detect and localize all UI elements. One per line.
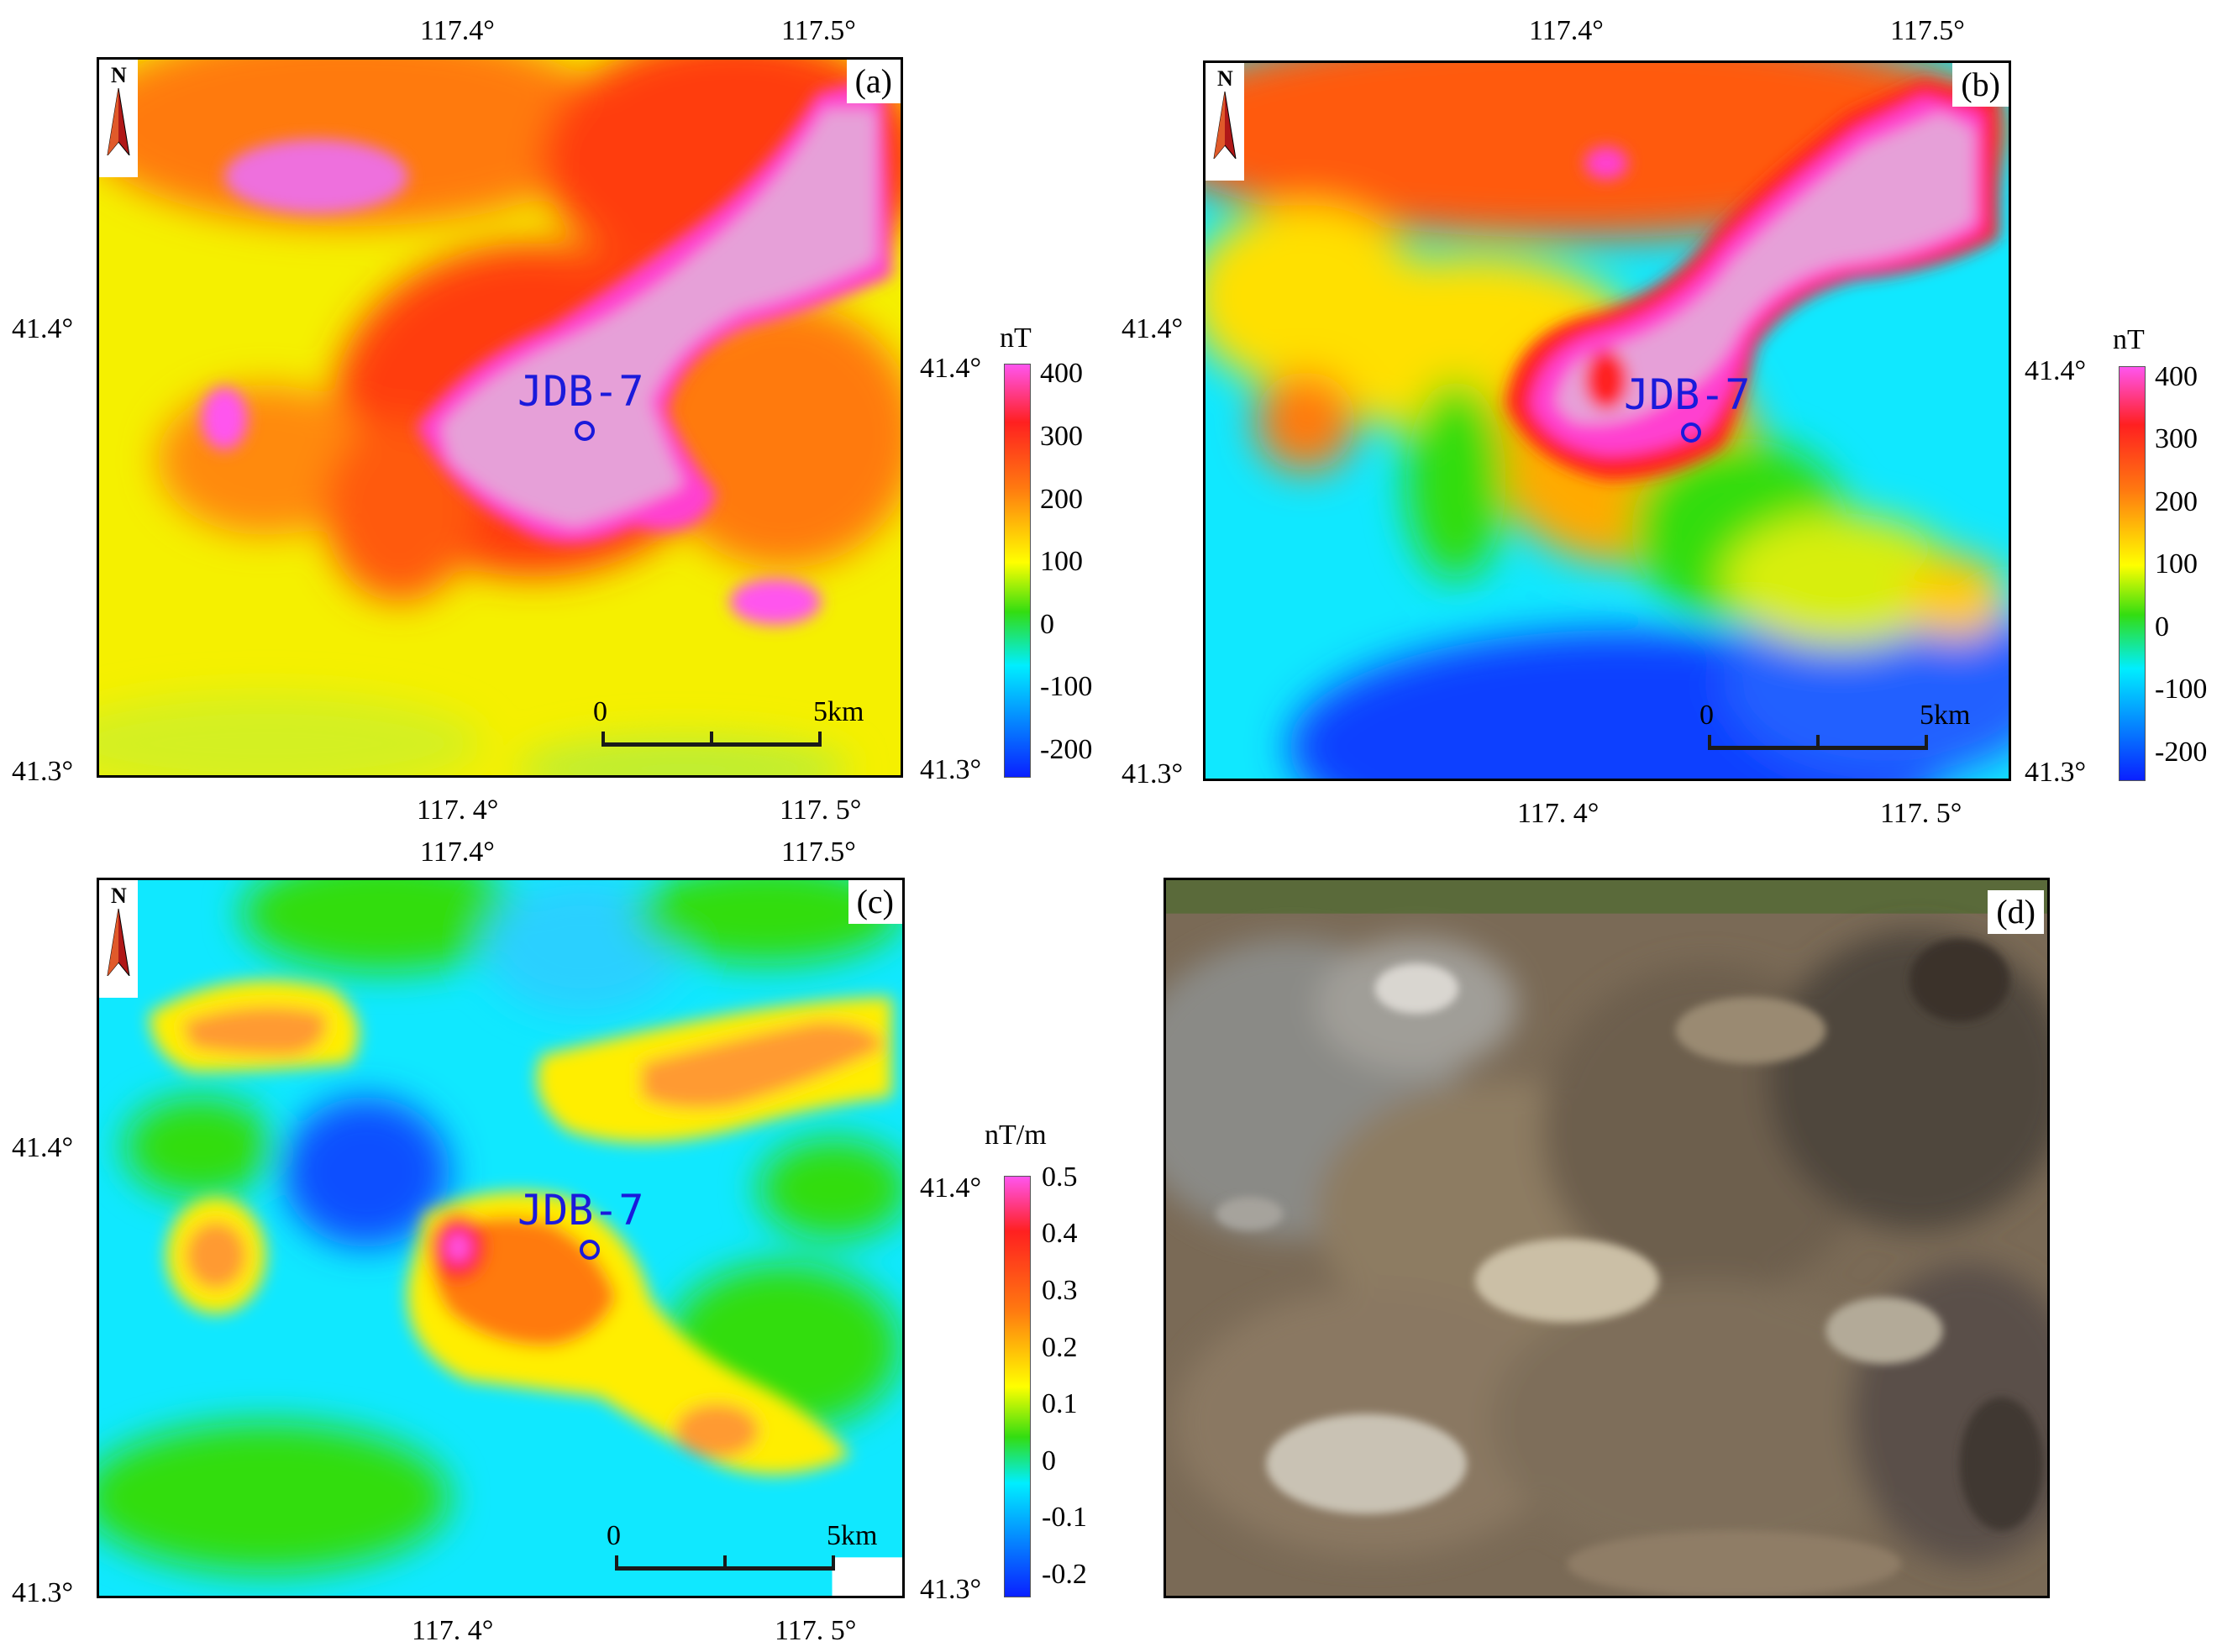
c-colorbar — [1004, 1176, 1031, 1597]
c-cb-tick-6: 0 — [1042, 1445, 1056, 1476]
b-xtick-bottom-1: 117. 4° — [1517, 798, 1600, 829]
panel-b-map-surface — [1206, 63, 2009, 779]
c-site-marker — [580, 1240, 600, 1260]
b-north-arrow-icon — [1213, 92, 1237, 159]
panel-d-outcrop-photo: (d) — [1164, 878, 2050, 1598]
c-cb-tick-2: 0.4 — [1042, 1218, 1078, 1249]
c-scale-start: 0 — [607, 1520, 621, 1551]
b-cb-tick-2: 300 — [2155, 423, 2198, 454]
a-north-arrow: N — [99, 60, 138, 177]
a-panel-tag: (a) — [846, 60, 901, 103]
panel-b-magnetic-map: N (b) JDB-7 0 5km — [1203, 60, 2011, 781]
a-ytick-right-1: 41.4° — [920, 353, 982, 384]
b-colorbar-unit: nT — [2113, 324, 2145, 355]
b-cb-tick-5: 0 — [2155, 611, 2169, 642]
b-cb-tick-4: 100 — [2155, 548, 2198, 580]
a-xtick-bottom-2: 117. 5° — [780, 795, 862, 826]
b-xtick-top-2: 117.5° — [1890, 15, 1965, 46]
b-ytick-right-2: 41.3° — [2025, 757, 2087, 788]
b-scale-end: 5km — [1920, 700, 1971, 731]
a-cb-tick-2: 300 — [1040, 421, 1083, 452]
c-north-arrow-icon — [107, 909, 130, 976]
b-xtick-bottom-2: 117. 5° — [1880, 798, 1962, 829]
a-scale-bar — [601, 732, 822, 747]
c-cb-tick-7: -0.1 — [1042, 1502, 1087, 1533]
c-xtick-bottom-2: 117. 5° — [775, 1615, 857, 1646]
c-ytick-left-1: 41.4° — [12, 1132, 74, 1163]
c-cb-tick-8: -0.2 — [1042, 1559, 1087, 1590]
a-north-arrow-icon — [107, 88, 130, 155]
a-xtick-bottom-1: 117. 4° — [417, 795, 499, 826]
a-scale-end: 5km — [813, 696, 864, 727]
a-ytick-left-1: 41.4° — [12, 313, 74, 344]
c-panel-tag: (c) — [848, 880, 902, 924]
panel-a-map-surface — [99, 60, 901, 775]
c-colorbar-unit: nT/m — [985, 1120, 1047, 1151]
a-cb-tick-5: 0 — [1040, 609, 1054, 640]
a-xtick-top-2: 117.5° — [781, 15, 856, 46]
b-site-marker — [1681, 422, 1701, 443]
b-cb-tick-7: -200 — [2155, 737, 2208, 768]
a-colorbar-unit: nT — [1000, 323, 1032, 354]
c-ytick-right-2: 41.3° — [920, 1574, 982, 1605]
b-ytick-left-1: 41.4° — [1122, 313, 1184, 344]
panel-a-magnetic-map: N (a) JDB-7 0 5km — [97, 57, 903, 778]
a-scale-start: 0 — [593, 696, 607, 727]
a-site-label: JDB-7 — [517, 367, 644, 416]
b-ytick-left-2: 41.3° — [1122, 758, 1184, 789]
b-north-arrow: N — [1206, 63, 1244, 181]
d-panel-tag: (d) — [1988, 890, 2044, 934]
b-colorbar — [2119, 366, 2146, 781]
c-north-letter: N — [111, 884, 127, 908]
b-north-letter: N — [1217, 66, 1233, 91]
c-north-arrow: N — [99, 880, 138, 998]
c-scale-end: 5km — [827, 1520, 878, 1551]
a-cb-tick-6: -100 — [1040, 671, 1093, 702]
a-site-marker — [575, 421, 595, 441]
b-scale-bar — [1708, 735, 1928, 750]
a-xtick-top-1: 117.4° — [420, 15, 495, 46]
c-cb-tick-3: 0.3 — [1042, 1275, 1078, 1306]
panel-c-gradient-map: N (c) JDB-7 0 5km — [97, 878, 905, 1598]
outcrop-rock-texture — [1166, 880, 2047, 1596]
b-cb-tick-3: 200 — [2155, 486, 2198, 517]
c-xtick-bottom-1: 117. 4° — [412, 1615, 494, 1646]
c-scale-bar — [615, 1555, 835, 1571]
b-xtick-top-1: 117.4° — [1529, 15, 1604, 46]
c-cb-tick-4: 0.2 — [1042, 1332, 1078, 1363]
b-site-label: JDB-7 — [1624, 370, 1751, 419]
b-cb-tick-1: 400 — [2155, 361, 2198, 392]
a-cb-tick-7: -200 — [1040, 734, 1093, 765]
b-panel-tag: (b) — [1952, 63, 2009, 107]
c-site-label: JDB-7 — [517, 1186, 644, 1235]
b-cb-tick-6: -100 — [2155, 674, 2208, 705]
c-ytick-left-2: 41.3° — [12, 1577, 74, 1608]
a-cb-tick-3: 200 — [1040, 484, 1083, 515]
b-scale-start: 0 — [1699, 700, 1714, 731]
c-xtick-top-1: 117.4° — [420, 836, 495, 868]
panel-c-map-surface — [99, 880, 902, 1596]
a-ytick-right-2: 41.3° — [920, 754, 982, 785]
c-xtick-top-2: 117.5° — [781, 836, 856, 868]
b-ytick-right-1: 41.4° — [2025, 355, 2087, 386]
c-cb-tick-1: 0.5 — [1042, 1162, 1078, 1193]
a-cb-tick-1: 400 — [1040, 358, 1083, 389]
a-colorbar — [1004, 364, 1031, 778]
a-north-letter: N — [111, 63, 127, 87]
c-cb-tick-5: 0.1 — [1042, 1388, 1078, 1419]
a-ytick-left-2: 41.3° — [12, 756, 74, 787]
c-ytick-right-1: 41.4° — [920, 1172, 982, 1204]
a-cb-tick-4: 100 — [1040, 546, 1083, 577]
